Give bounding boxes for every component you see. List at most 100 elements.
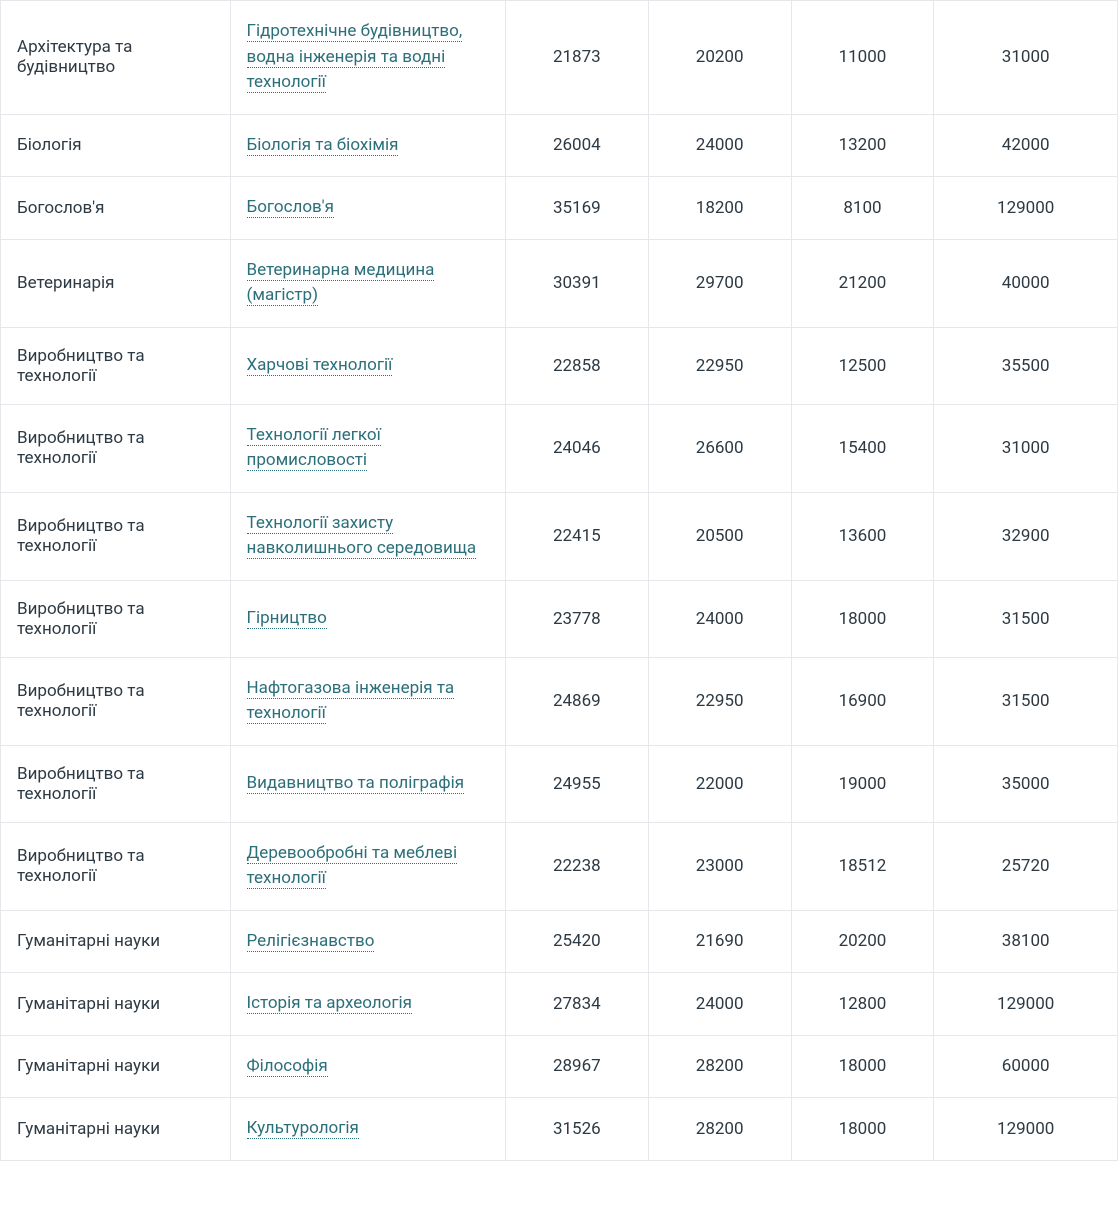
table-row: Богослов'яБогослов'я35169182008100129000	[1, 177, 1118, 240]
specialty-link[interactable]: Богослов'я	[247, 197, 334, 218]
specialty-cell: Культурологія	[230, 1098, 505, 1161]
specialty-cell: Біологія та біохімія	[230, 114, 505, 177]
category-cell: Гуманітарні науки	[1, 910, 231, 973]
specialty-link[interactable]: Ветеринарна медицина (магістр)	[247, 260, 435, 307]
value-cell-3: 18000	[791, 580, 934, 657]
table-row: Гуманітарні науки Релігієзнавство 25420216…	[1, 910, 1118, 973]
value-cell-3: 13600	[791, 492, 934, 580]
value-cell-1: 28967	[505, 1035, 648, 1098]
table-row: Виробництво та технологіїДеревообробні т…	[1, 822, 1118, 910]
specialty-link[interactable]: Технології захисту навколишнього середов…	[247, 513, 477, 560]
specialty-link[interactable]: Деревообробні та меблеві технології	[247, 843, 458, 890]
value-cell-3: 19000	[791, 745, 934, 822]
value-cell-3: 13200	[791, 114, 934, 177]
specialty-cell: Богослов'я	[230, 177, 505, 240]
table-row: Гуманітарні науки Історія та археологія 27…	[1, 973, 1118, 1036]
specialty-cell: Деревообробні та меблеві технології	[230, 822, 505, 910]
value-cell-4: 32900	[934, 492, 1118, 580]
specialty-link[interactable]: Релігієзнавство	[247, 931, 375, 952]
value-cell-4: 60000	[934, 1035, 1118, 1098]
value-cell-4: 31000	[934, 404, 1118, 492]
table-row: Виробництво та технології Харчові техноло…	[1, 327, 1118, 404]
value-cell-2: 22950	[648, 327, 791, 404]
value-cell-1: 26004	[505, 114, 648, 177]
specialty-link[interactable]: Гідротехнічне будівництво, водна інженер…	[247, 21, 463, 93]
category-cell: Виробництво та технології	[1, 404, 231, 492]
value-cell-4: 31500	[934, 657, 1118, 745]
value-cell-2: 24000	[648, 973, 791, 1036]
table-row: Гуманітарні наукиКультурологія3152628200…	[1, 1098, 1118, 1161]
specialty-cell: Технології захисту навколишнього середов…	[230, 492, 505, 580]
value-cell-3: 18000	[791, 1035, 934, 1098]
value-cell-2: 21690	[648, 910, 791, 973]
value-cell-3: 18000	[791, 1098, 934, 1161]
table-body: Архітектура та будівництвоГідротехнічне …	[1, 1, 1118, 1161]
specialty-link[interactable]: Технології легкої промисловості	[247, 425, 381, 472]
specialty-cell: Ветеринарна медицина (магістр)	[230, 239, 505, 327]
specialty-link[interactable]: Історія та археологія	[247, 993, 412, 1014]
value-cell-3: 11000	[791, 1, 934, 115]
value-cell-2: 18200	[648, 177, 791, 240]
value-cell-3: 12500	[791, 327, 934, 404]
value-cell-1: 25420	[505, 910, 648, 973]
value-cell-2: 22950	[648, 657, 791, 745]
value-cell-4: 129000	[934, 1098, 1118, 1161]
value-cell-1: 24869	[505, 657, 648, 745]
specialty-cell: Гірництво	[230, 580, 505, 657]
specialty-link[interactable]: Культурологія	[247, 1118, 359, 1139]
value-cell-1: 24955	[505, 745, 648, 822]
specialty-cell: Філософія	[230, 1035, 505, 1098]
specialty-link[interactable]: Харчові технології	[247, 355, 393, 376]
value-cell-2: 24000	[648, 114, 791, 177]
category-cell: Ветеринарія	[1, 239, 231, 327]
specialty-cell: Нафтогазова інженерія та технології	[230, 657, 505, 745]
value-cell-4: 25720	[934, 822, 1118, 910]
specialty-cell: Видавництво та поліграфія	[230, 745, 505, 822]
value-cell-3: 16900	[791, 657, 934, 745]
specialty-cell: Релігієзнавство	[230, 910, 505, 973]
value-cell-1: 27834	[505, 973, 648, 1036]
value-cell-2: 26600	[648, 404, 791, 492]
specialty-cell: Історія та археологія	[230, 973, 505, 1036]
value-cell-1: 35169	[505, 177, 648, 240]
specialty-link[interactable]: Нафтогазова інженерія та технології	[247, 678, 455, 725]
table-row: Архітектура та будівництвоГідротехнічне …	[1, 1, 1118, 115]
category-cell: Виробництво та технології	[1, 327, 231, 404]
value-cell-4: 40000	[934, 239, 1118, 327]
value-cell-3: 18512	[791, 822, 934, 910]
value-cell-1: 22415	[505, 492, 648, 580]
category-cell: Архітектура та будівництво	[1, 1, 231, 115]
value-cell-1: 22858	[505, 327, 648, 404]
table-row: Виробництво та технологіїНафтогазова інж…	[1, 657, 1118, 745]
value-cell-4: 31000	[934, 1, 1118, 115]
value-cell-4: 38100	[934, 910, 1118, 973]
value-cell-4: 129000	[934, 177, 1118, 240]
value-cell-3: 20200	[791, 910, 934, 973]
value-cell-4: 129000	[934, 973, 1118, 1036]
value-cell-4: 35000	[934, 745, 1118, 822]
category-cell: Виробництво та технології	[1, 492, 231, 580]
category-cell: Біологія	[1, 114, 231, 177]
category-cell: Гуманітарні науки	[1, 1098, 231, 1161]
specialty-cell: Харчові технології	[230, 327, 505, 404]
category-cell: Виробництво та технології	[1, 580, 231, 657]
value-cell-4: 35500	[934, 327, 1118, 404]
table-row: Біологія Біологія та біохімія 260042400013…	[1, 114, 1118, 177]
value-cell-2: 20500	[648, 492, 791, 580]
specialty-link[interactable]: Видавництво та поліграфія	[247, 773, 465, 794]
table-row: Гуманітарні наукиФілософія28967282001800…	[1, 1035, 1118, 1098]
specialty-link[interactable]: Біологія та біохімія	[247, 135, 399, 156]
value-cell-2: 24000	[648, 580, 791, 657]
specialty-link[interactable]: Гірництво	[247, 608, 327, 629]
specialty-cell: Технології легкої промисловості	[230, 404, 505, 492]
table-row: Виробництво та технології Технології захи…	[1, 492, 1118, 580]
value-cell-3: 8100	[791, 177, 934, 240]
value-cell-1: 30391	[505, 239, 648, 327]
specialty-link[interactable]: Філософія	[247, 1056, 328, 1077]
specialties-table: Архітектура та будівництвоГідротехнічне …	[0, 0, 1118, 1161]
value-cell-1: 21873	[505, 1, 648, 115]
category-cell: Гуманітарні науки	[1, 973, 231, 1036]
table-row: Виробництво та технології Видавництво та …	[1, 745, 1118, 822]
table-row: Виробництво та технологіїГірництво237782…	[1, 580, 1118, 657]
category-cell: Виробництво та технології	[1, 745, 231, 822]
